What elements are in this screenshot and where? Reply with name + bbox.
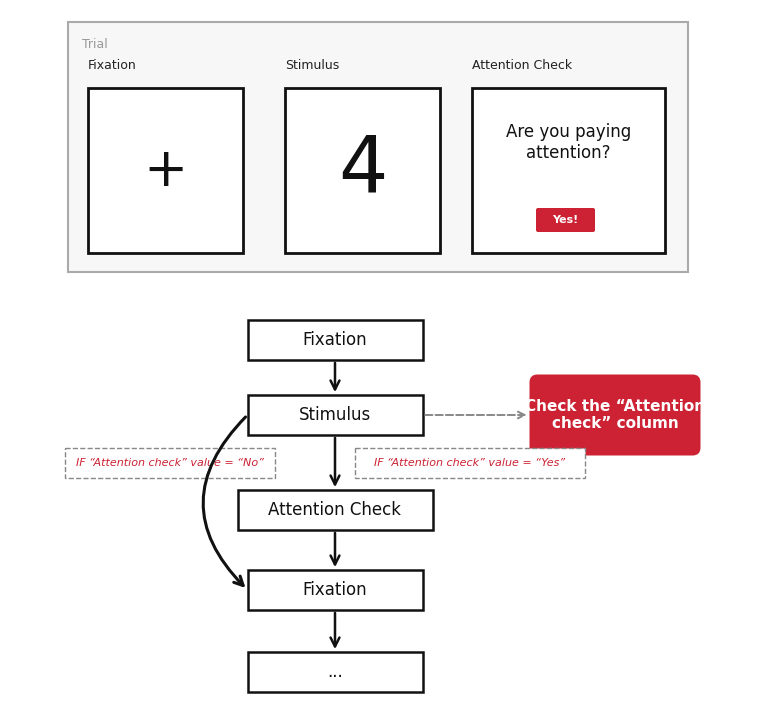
FancyBboxPatch shape <box>68 22 688 272</box>
Text: 4: 4 <box>337 132 387 209</box>
Text: Stimulus: Stimulus <box>299 406 371 424</box>
Text: Check the “Attention
check” column: Check the “Attention check” column <box>525 399 705 431</box>
FancyBboxPatch shape <box>248 570 423 610</box>
FancyBboxPatch shape <box>65 448 275 478</box>
Text: +: + <box>143 145 187 197</box>
Text: IF “Attention check” value = “Yes”: IF “Attention check” value = “Yes” <box>375 458 566 468</box>
FancyBboxPatch shape <box>529 374 700 456</box>
FancyBboxPatch shape <box>285 88 440 253</box>
Text: Fixation: Fixation <box>303 331 368 349</box>
Text: Fixation: Fixation <box>303 581 368 599</box>
Text: Trial: Trial <box>82 38 108 51</box>
Text: Are you paying
attention?: Are you paying attention? <box>506 123 631 162</box>
FancyBboxPatch shape <box>355 448 585 478</box>
Text: Attention Check: Attention Check <box>472 59 572 72</box>
FancyBboxPatch shape <box>248 320 423 360</box>
FancyBboxPatch shape <box>472 88 665 253</box>
Text: IF “Attention check” value = “No”: IF “Attention check” value = “No” <box>76 458 264 468</box>
FancyBboxPatch shape <box>248 652 423 692</box>
Text: Attention Check: Attention Check <box>269 501 402 519</box>
FancyBboxPatch shape <box>238 490 433 530</box>
Text: Stimulus: Stimulus <box>285 59 339 72</box>
Text: ...: ... <box>327 663 343 681</box>
Text: Fixation: Fixation <box>88 59 137 72</box>
FancyBboxPatch shape <box>88 88 243 253</box>
FancyBboxPatch shape <box>248 395 423 435</box>
Text: Yes!: Yes! <box>553 215 579 225</box>
FancyBboxPatch shape <box>536 208 595 232</box>
